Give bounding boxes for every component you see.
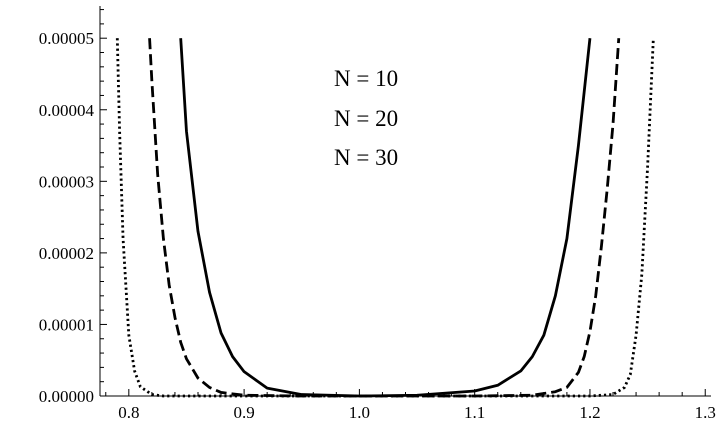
y-tick-label: 0.00000 [39, 387, 94, 406]
x-tick-label: 1.3 [695, 403, 716, 422]
x-tick-label: 0.9 [233, 403, 254, 422]
x-tick-label: 1.2 [579, 403, 600, 422]
legend-label-n20: N = 20 [334, 106, 398, 131]
x-tick-label: 1.1 [464, 403, 485, 422]
y-tick-label: 0.00005 [39, 29, 94, 48]
y-tick-label: 0.00004 [39, 101, 95, 120]
series-line-solid [179, 38, 592, 398]
axes: 0.8 0.9 1.0 1.1 1.2 1.3 0.00000 0.00001 0.00002 0… [39, 6, 716, 422]
x-tick-label: 1.0 [349, 403, 370, 422]
series-line-dotted [115, 38, 655, 398]
legend-label-n30: N = 30 [334, 145, 398, 170]
y-tick-label: 0.00002 [39, 244, 94, 263]
legend: N = 10 N = 20 N = 30 [334, 66, 398, 170]
y-tick-label: 0.00001 [39, 315, 94, 334]
series-line-dashed [148, 38, 621, 398]
y-tick-label: 0.00003 [39, 172, 94, 191]
series-group [115, 38, 655, 398]
x-tick-label: 0.8 [118, 403, 139, 422]
legend-label-n10: N = 10 [334, 66, 398, 91]
